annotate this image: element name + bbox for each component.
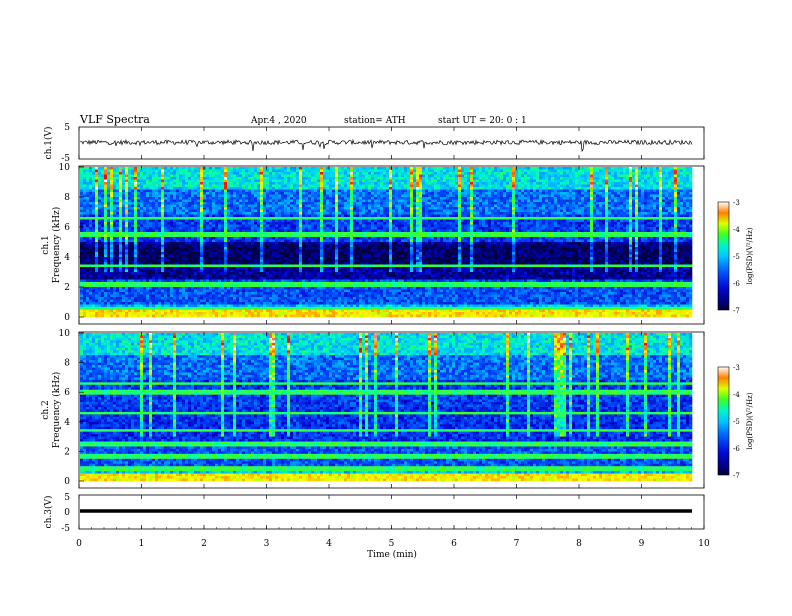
- ch1-waveform-frame: [79, 127, 704, 159]
- ch2-cb-tick-m5: -5: [733, 418, 740, 426]
- ytick-label: 2: [64, 447, 70, 457]
- ch1-waveform-ylabel: ch.1(V): [43, 127, 54, 160]
- ch1-ytick-top: 5: [64, 123, 70, 133]
- ch3-waveform-panel: 5 0 -5 ch.3(V): [43, 493, 704, 534]
- ytick-label: 8: [64, 193, 70, 203]
- ch1-spectrogram-image: [80, 167, 692, 317]
- xtick-label: 10: [698, 539, 710, 549]
- ch2-cb-tick-m6: -6: [733, 445, 740, 453]
- ch1-cb-tick-m4: -4: [733, 226, 740, 234]
- ytick-label: 10: [59, 163, 71, 173]
- ch1-colorbar: -3 -4 -5 -6 -7 log(PSD)(V²/Hz): [718, 199, 754, 315]
- ch1-waveform-panel: 5 -5 ch.1(V): [43, 123, 704, 164]
- figure-title: VLF Spectra: [79, 113, 150, 126]
- xtick-label: 3: [264, 539, 270, 549]
- ch3-waveform-ylabel: ch.3(V): [43, 496, 54, 529]
- station-label: station= ATH: [344, 116, 406, 126]
- ch1-colorbar-bar: [718, 202, 729, 310]
- time-axis-label: Time (min): [367, 549, 417, 560]
- xtick-label: 5: [389, 539, 395, 549]
- xtick-label: 1: [139, 539, 145, 549]
- ch1-spectrogram-panel: 0 2 4 6 8 10 ch.1 Frequency (kHz) -3 -4 -5 -6…: [41, 163, 754, 324]
- ch1-cb-tick-m7: -7: [733, 307, 740, 315]
- ytick-label: 8: [64, 359, 70, 369]
- ch2-spectrogram-ylabel-frequency: Frequency (kHz): [51, 372, 62, 449]
- ch2-cb-tick-m3: -3: [733, 364, 740, 372]
- xtick-label: 8: [576, 539, 582, 549]
- xtick-label: 2: [201, 539, 207, 549]
- ytick-label: 6: [64, 223, 70, 233]
- ch2-spectrogram-panel: 0 2 4 6 8 10 ch.2 Frequency (kHz) -3 -4 -5 -6…: [41, 329, 754, 488]
- ch2-spectrogram-image: [80, 333, 692, 481]
- ytick-label: 2: [64, 283, 70, 293]
- xtick-label: 6: [451, 539, 457, 549]
- date-label: Apr.4 , 2020: [250, 116, 307, 126]
- ch2-colorbar-bar: [718, 367, 729, 475]
- ytick-label: 4: [64, 253, 70, 263]
- ch2-colorbar-label: log(PSD)(V²/Hz): [746, 392, 754, 449]
- ytick-label: 10: [59, 329, 71, 339]
- ytick-label: 0: [64, 477, 70, 487]
- ch2-colorbar: -3 -4 -5 -6 -7 log(PSD)(V²/Hz): [718, 364, 754, 480]
- ch1-waveform-line: [80, 140, 692, 151]
- ch2-cb-tick-m7: -7: [733, 472, 740, 480]
- ch1-cb-tick-m5: -5: [733, 253, 740, 261]
- ch3-ytick-top: 5: [64, 493, 70, 503]
- ch3-ytick-bottom: -5: [61, 524, 70, 534]
- xtick-label: 4: [326, 539, 332, 549]
- start-time-label: start UT = 20: 0 : 1: [438, 116, 527, 126]
- xtick-label: 0: [76, 539, 82, 549]
- xtick-label: 7: [514, 539, 520, 549]
- ch1-cb-tick-m6: -6: [733, 280, 740, 288]
- ytick-label: 0: [64, 313, 70, 323]
- xtick-label: 9: [639, 539, 645, 549]
- ytick-label: 4: [64, 418, 70, 428]
- ch2-cb-tick-m4: -4: [733, 391, 740, 399]
- ch1-colorbar-label: log(PSD)(V²/Hz): [746, 227, 754, 284]
- ch1-spectrogram-ylabel-channel: ch.1: [41, 235, 51, 254]
- ytick-label: 6: [64, 388, 70, 398]
- ch1-cb-tick-m3: -3: [733, 199, 740, 207]
- ch3-ytick-mid: 0: [64, 508, 70, 518]
- ch2-spectrogram-ylabel-channel: ch.2: [41, 400, 51, 419]
- ch1-spectrogram-ylabel-frequency: Frequency (kHz): [51, 207, 62, 284]
